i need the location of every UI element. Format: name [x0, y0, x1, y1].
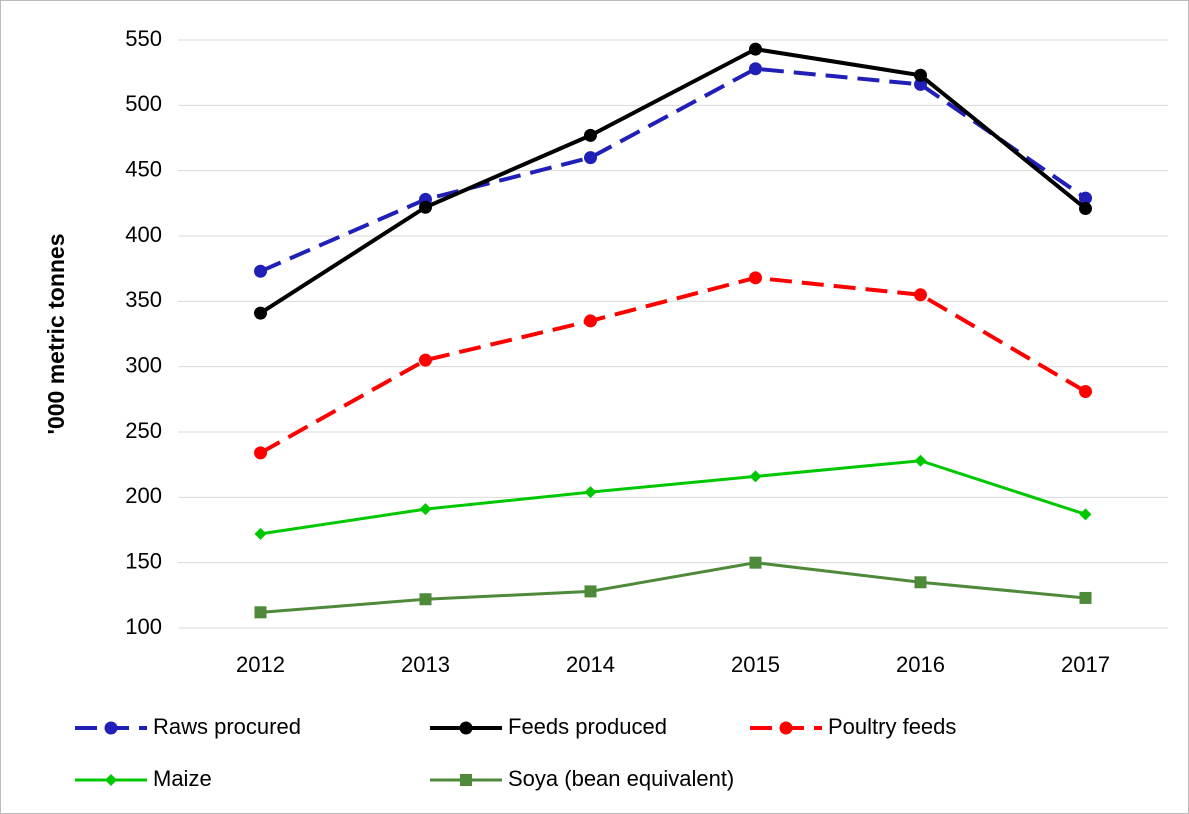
legend-label: Maize	[153, 766, 212, 791]
legend-marker	[779, 721, 793, 735]
x-tick-label: 2013	[401, 652, 450, 677]
data-point	[419, 503, 432, 516]
x-tick-label: 2016	[896, 652, 945, 677]
legend-marker	[459, 721, 473, 735]
data-point	[1079, 508, 1092, 521]
y-tick-label: 300	[125, 352, 162, 377]
y-tick-label: 500	[125, 91, 162, 116]
data-point	[584, 128, 597, 142]
legend-marker	[104, 721, 118, 735]
data-point	[914, 77, 927, 91]
y-tick-label: 350	[125, 287, 162, 312]
data-point	[914, 68, 927, 82]
data-point	[254, 264, 267, 278]
y-axis-label: '000 metric tonnes	[43, 233, 69, 434]
x-tick-label: 2015	[731, 652, 780, 677]
x-tick-label: 2012	[236, 652, 285, 677]
y-tick-label: 250	[125, 418, 162, 443]
data-point	[419, 593, 432, 606]
data-point	[914, 288, 927, 302]
data-point	[1079, 191, 1092, 205]
data-point	[584, 151, 597, 165]
y-tick-label: 400	[125, 222, 162, 247]
legend-label: Feeds produced	[508, 714, 667, 739]
data-point	[749, 470, 762, 483]
data-point	[749, 62, 762, 76]
data-point	[419, 200, 432, 214]
data-point	[584, 314, 597, 328]
series-line	[260, 459, 1086, 536]
data-point	[419, 353, 432, 367]
data-point	[1079, 384, 1092, 398]
data-point	[254, 446, 267, 460]
data-point	[749, 556, 762, 569]
legend-marker	[105, 774, 117, 786]
series-line	[259, 47, 1087, 315]
legend-label: Soya (bean equivalent)	[508, 766, 734, 791]
data-point	[254, 606, 267, 619]
y-tick-label: 200	[125, 483, 162, 508]
data-point	[749, 42, 762, 56]
legend-label: Raws procured	[153, 714, 301, 739]
data-point	[749, 271, 762, 285]
data-point	[254, 306, 267, 320]
data-point	[584, 585, 597, 598]
legend-marker	[460, 774, 472, 786]
data-point	[254, 527, 267, 540]
data-point	[584, 486, 597, 499]
y-tick-label: 550	[125, 26, 162, 51]
y-tick-label: 100	[125, 614, 162, 639]
data-point	[1079, 202, 1092, 216]
series-line	[259, 66, 1087, 274]
y-tick-label: 450	[125, 156, 162, 181]
data-point	[1079, 591, 1092, 604]
data-point	[914, 576, 927, 589]
data-point	[914, 454, 927, 467]
legend-label: Poultry feeds	[828, 714, 956, 739]
x-tick-label: 2017	[1061, 652, 1110, 677]
y-tick-label: 150	[125, 548, 162, 573]
series-line	[260, 561, 1086, 614]
x-tick-label: 2014	[566, 652, 615, 677]
